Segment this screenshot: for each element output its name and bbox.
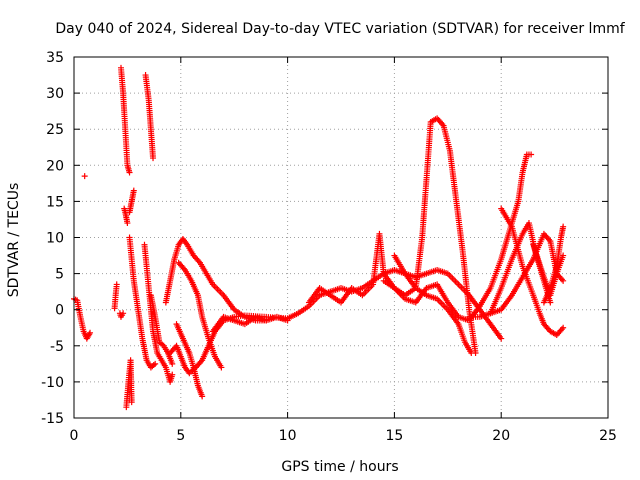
x-axis-label: GPS time / hours (281, 459, 398, 475)
data-point (124, 220, 131, 227)
series-track-23 (487, 220, 554, 317)
y-tick-label: -10 (41, 375, 64, 391)
series-track-20 (380, 151, 535, 324)
series-track-12 (147, 292, 176, 367)
series-track-3 (111, 281, 120, 312)
x-tick-label: 5 (176, 428, 185, 444)
data-point (560, 223, 567, 230)
data-point (218, 364, 225, 371)
x-tick-label: 25 (599, 428, 617, 444)
data-point (528, 151, 535, 158)
y-tick-label: 5 (55, 267, 64, 283)
series-track-10 (142, 72, 157, 162)
series-track-17 (209, 313, 291, 335)
x-tick-label: 15 (385, 428, 403, 444)
series-track-7 (123, 357, 135, 411)
series-track-2 (81, 173, 88, 180)
y-tick-label: 15 (46, 194, 64, 210)
data-point (560, 277, 567, 284)
data-point (560, 252, 567, 259)
series-track-15 (175, 259, 225, 371)
data-points (71, 64, 567, 411)
data-point (150, 155, 157, 162)
y-tick-label: 10 (46, 231, 64, 247)
grid-lines (74, 57, 608, 418)
series-track-5 (116, 310, 127, 320)
y-axis-label: SDTVAR / TECUs (6, 183, 22, 298)
data-point (113, 281, 120, 288)
data-point (199, 393, 206, 400)
data-point (128, 399, 135, 406)
series-track-19 (391, 252, 475, 357)
chart-title: Day 040 of 2024, Sidereal Day-to-day VTE… (55, 21, 625, 37)
data-point (169, 371, 176, 378)
series-track-18 (305, 115, 479, 357)
x-tick-label: 20 (492, 428, 510, 444)
series-track-13 (162, 235, 270, 324)
series-track-16 (173, 321, 206, 400)
series-track-25 (530, 241, 567, 299)
series-track-9 (126, 187, 137, 216)
y-tick-label: 20 (46, 158, 64, 174)
data-point (87, 329, 94, 336)
data-point (547, 299, 554, 306)
y-tick-label: 0 (55, 303, 64, 319)
data-point (152, 360, 159, 367)
x-tick-label: 0 (70, 428, 79, 444)
y-tick-label: 30 (46, 86, 64, 102)
data-point (498, 335, 505, 342)
x-tick-label: 10 (279, 428, 297, 444)
y-tick-label: -5 (50, 339, 64, 355)
series-track-24 (540, 223, 567, 306)
y-tick-label: -15 (41, 411, 64, 427)
axis-ticks: 0 5 10 15 20 25 -15 -10 -5 0 5 10 15 20 25 30 35 (41, 50, 617, 444)
y-tick-label: 35 (46, 50, 64, 66)
data-point (120, 310, 127, 317)
data-point (560, 324, 567, 331)
data-point (126, 169, 133, 176)
data-point (81, 173, 88, 180)
series-track-8 (126, 234, 159, 371)
data-point (130, 187, 137, 194)
data-point (468, 350, 475, 357)
series-track-4 (117, 64, 133, 176)
y-tick-label: 25 (46, 122, 64, 138)
data-point (169, 360, 176, 367)
data-point (284, 317, 291, 324)
